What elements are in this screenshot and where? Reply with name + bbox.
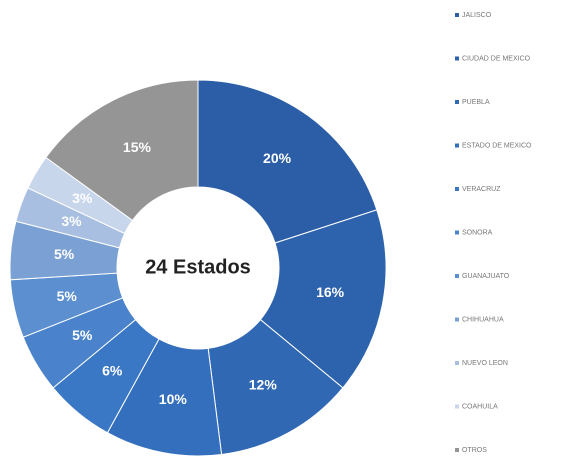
legend-swatch (455, 100, 459, 104)
legend-swatch (455, 404, 459, 409)
legend-swatch (455, 230, 459, 235)
legend-swatch (455, 317, 459, 322)
legend-swatch (455, 361, 459, 365)
legend-swatch (455, 56, 459, 61)
slice-label: 16% (316, 284, 345, 300)
slice-label: 6% (102, 362, 123, 378)
donut-slice (259, 209, 387, 389)
slice-label: 5% (72, 327, 93, 343)
legend-swatch (455, 187, 459, 191)
slice-label: 3% (61, 213, 82, 229)
slice-label: 15% (123, 139, 152, 155)
legend-label: CIUDAD DE MEXICO (462, 55, 531, 62)
legend-swatch (455, 143, 459, 148)
legend-label: JALISCO (462, 12, 492, 19)
slice-label: 20% (263, 150, 292, 166)
legend-swatch (455, 13, 459, 17)
donut-slice (197, 79, 378, 244)
slice-label: 3% (72, 190, 93, 206)
legend-label: ESTADO DE MEXICO (462, 142, 532, 149)
legend-label: NUEVO LEON (462, 360, 508, 367)
legend-swatch (455, 448, 459, 452)
slice-label: 5% (54, 246, 75, 262)
legend-label: PUEBLA (462, 99, 490, 106)
legend-label: SONORA (462, 229, 493, 236)
slice-label: 10% (159, 391, 188, 407)
legend-label: CHIHUAHUA (462, 316, 504, 323)
donut-slice (45, 79, 199, 222)
legend-label: GUANAJUATO (462, 273, 510, 280)
legend-swatch (455, 274, 459, 278)
legend-label: VERACRUZ (462, 186, 501, 193)
legend-label: OTROS (462, 447, 487, 454)
slice-label: 5% (57, 288, 78, 304)
center-label: 24 Estados (145, 256, 251, 278)
slice-label: 12% (249, 377, 278, 393)
legend-label: COAHUILA (462, 403, 498, 410)
